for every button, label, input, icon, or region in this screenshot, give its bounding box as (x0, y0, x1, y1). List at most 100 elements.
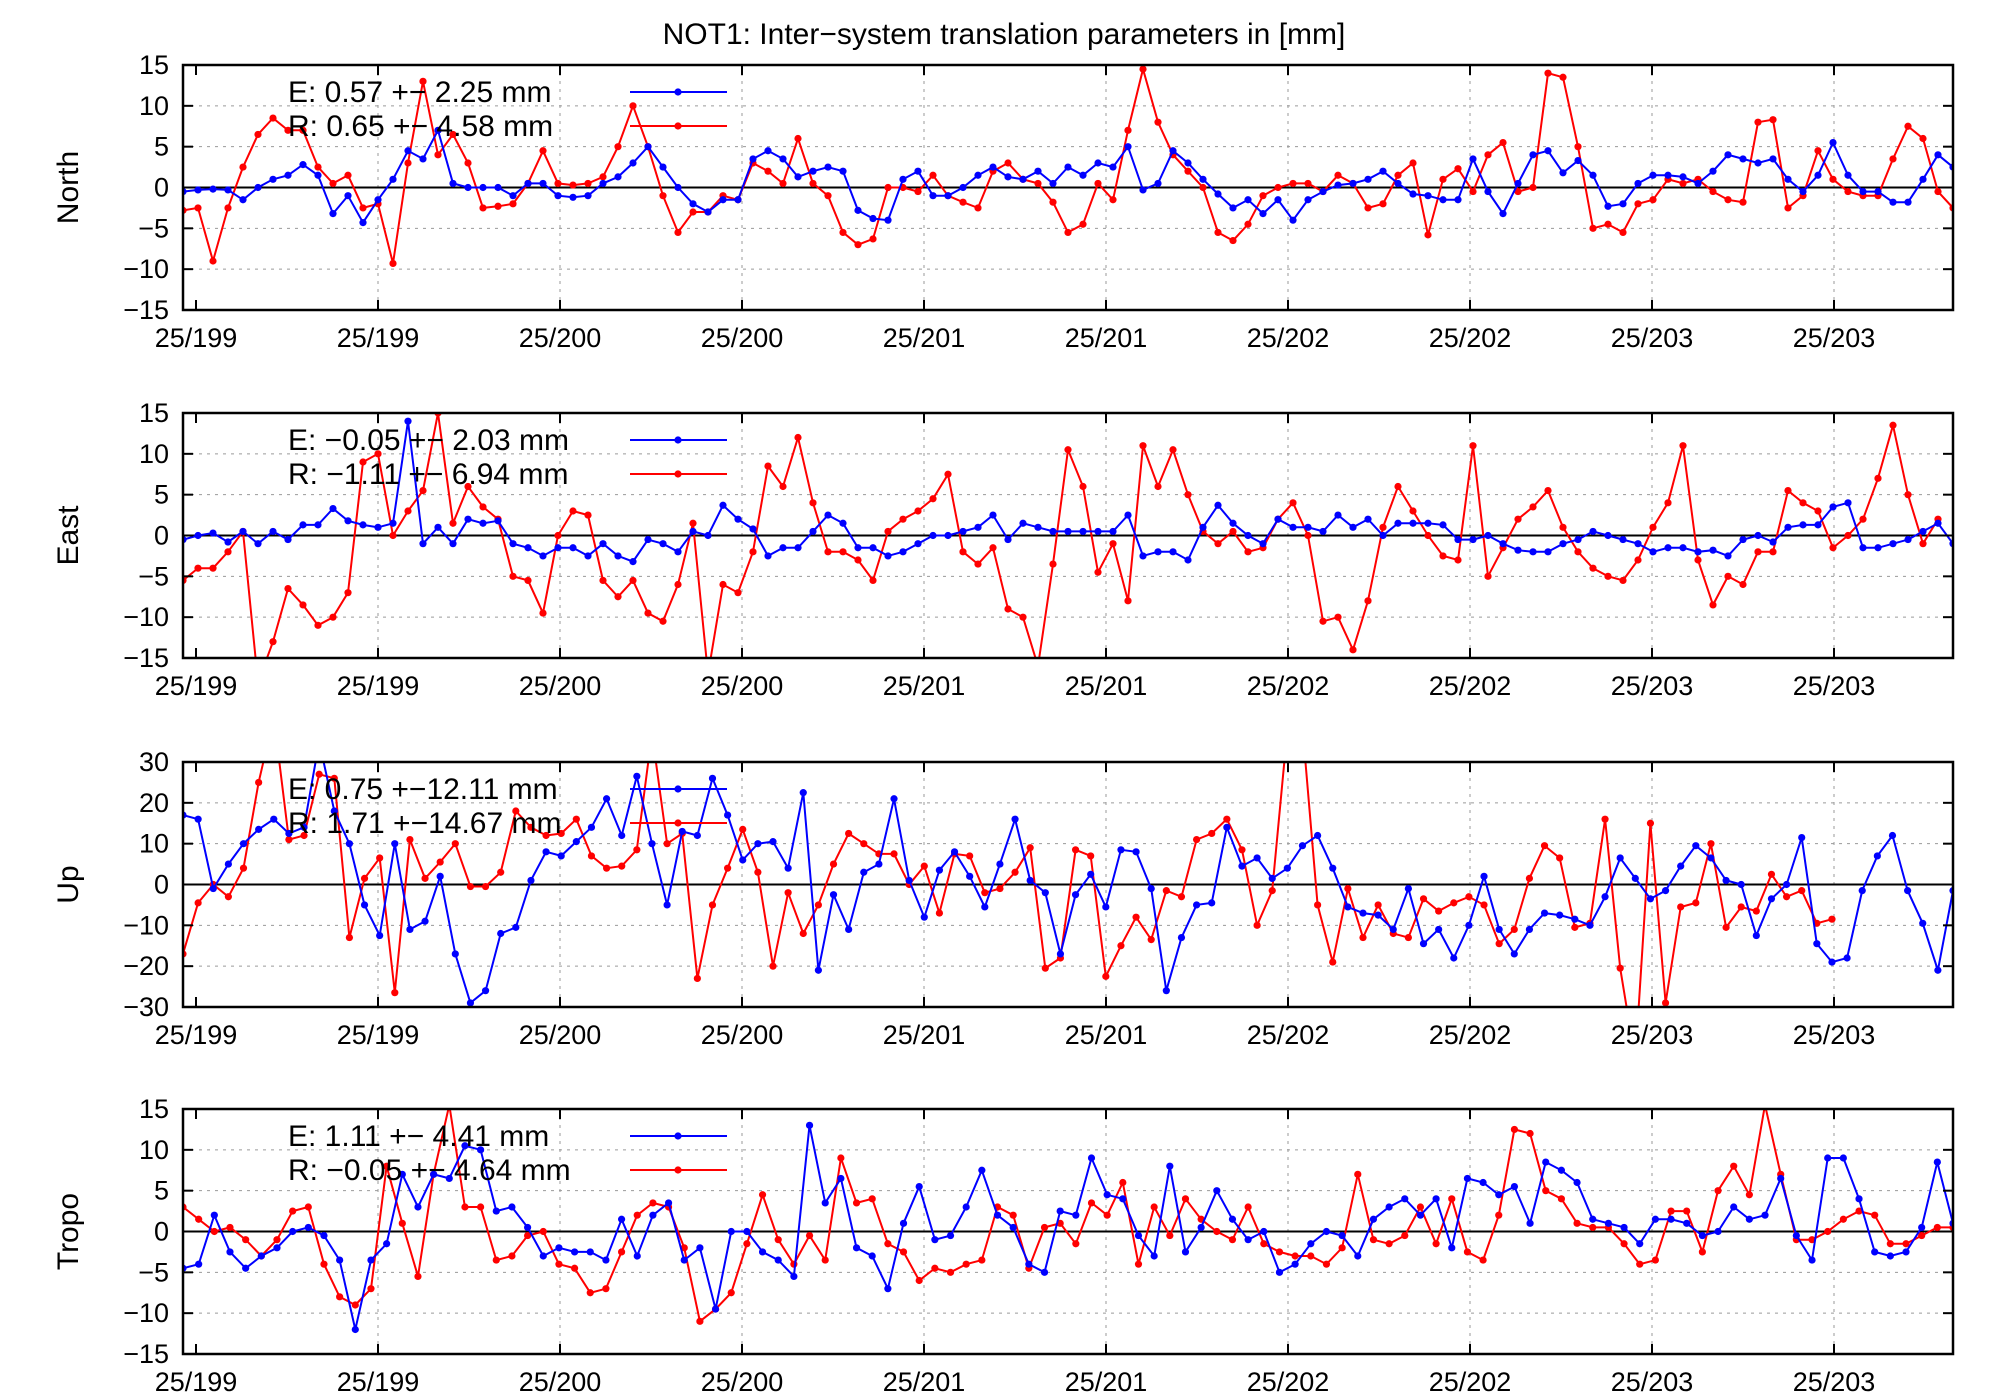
data-point-E (696, 1244, 704, 1252)
data-point-R (1855, 1207, 1863, 1215)
data-point-E (524, 1223, 532, 1232)
data-point-R (1071, 846, 1080, 854)
data-point-R (508, 1252, 516, 1260)
data-point-E (852, 1244, 861, 1252)
data-point-E (1664, 544, 1672, 552)
data-point-E (1244, 1236, 1252, 1244)
data-point-R (1784, 486, 1792, 495)
data-point-R (1379, 200, 1387, 208)
data-point-R (239, 163, 247, 171)
data-point-E (1369, 1215, 1378, 1223)
data-point-R (1604, 220, 1612, 228)
data-point-R (1664, 499, 1672, 507)
data-point-E (1124, 143, 1132, 151)
data-point-R (569, 181, 577, 189)
data-point-R (1754, 118, 1762, 126)
data-point-R (1134, 1260, 1143, 1268)
data-point-R (618, 862, 626, 870)
data-point-E (966, 872, 974, 880)
data-point-R (1289, 179, 1297, 188)
data-point-E (1620, 1223, 1628, 1232)
x-tick-label: 25/201 (1065, 671, 1148, 701)
data-point-E (1199, 523, 1207, 531)
data-point-R (1574, 548, 1582, 556)
data-point-E (1559, 169, 1567, 177)
data-point-E (649, 1211, 657, 1219)
x-tick-label: 25/201 (883, 1367, 966, 1397)
data-point-R (389, 531, 397, 540)
data-point-E (996, 860, 1004, 868)
data-point-R (1798, 887, 1806, 895)
data-point-R (1529, 183, 1537, 192)
data-point-E (1304, 196, 1312, 204)
data-point-E (464, 515, 472, 523)
data-point-R (1103, 1211, 1111, 1219)
data-point-R (194, 899, 202, 907)
data-point-E (1379, 167, 1387, 175)
data-point-E (209, 884, 217, 893)
data-point-E (1604, 202, 1612, 210)
data-point-R (315, 770, 323, 778)
data-point-E (1064, 163, 1072, 171)
data-point-E (419, 155, 427, 163)
x-tick-label: 25/200 (519, 1367, 602, 1397)
data-point-R (1828, 915, 1836, 923)
data-point-R (1094, 179, 1102, 188)
data-point-E (617, 1215, 626, 1223)
data-point-E (1268, 874, 1276, 882)
data-point-E (572, 838, 580, 846)
legend-label-R: R: 0.65 +− 4.58 mm (288, 110, 553, 143)
data-point-R (794, 134, 802, 143)
data-point-E (664, 1199, 673, 1207)
data-point-E (1283, 864, 1291, 872)
x-tick-label: 25/201 (1065, 1020, 1148, 1050)
data-point-E (1304, 523, 1312, 531)
data-point-R (1026, 844, 1034, 852)
data-point-R (1559, 73, 1567, 81)
data-point-R (1394, 171, 1402, 179)
data-point-E (1049, 527, 1057, 536)
data-point-R (1469, 442, 1477, 450)
data-point-R (1844, 187, 1852, 196)
data-point-R (479, 204, 487, 212)
data-point-R (1698, 1248, 1706, 1256)
data-point-E (1214, 190, 1222, 198)
data-point-R (727, 1289, 735, 1297)
data-point-R (1094, 568, 1102, 576)
data-point-E (1479, 1178, 1487, 1187)
x-tick-label: 25/202 (1247, 671, 1330, 701)
data-point-E (633, 1252, 641, 1260)
data-point-E (1782, 880, 1791, 889)
data-point-R (779, 179, 787, 188)
data-point-R (300, 831, 308, 840)
data-point-R (1636, 1260, 1644, 1268)
data-point-E (875, 860, 883, 868)
data-point-E (329, 504, 337, 513)
data-point-R (329, 179, 337, 188)
data-point-E (1132, 848, 1140, 856)
data-point-E (1874, 187, 1882, 196)
data-point-E (1649, 548, 1657, 556)
data-point-E (224, 538, 232, 546)
data-point-R (1918, 1231, 1926, 1240)
data-point-R (1344, 884, 1352, 893)
x-tick-label: 25/199 (155, 671, 238, 701)
data-point-E (300, 823, 308, 831)
data-point-E (1192, 901, 1201, 909)
data-point-E (1694, 179, 1702, 188)
x-tick-label: 25/202 (1429, 1020, 1512, 1050)
data-point-E (314, 171, 322, 179)
data-point-E (1019, 519, 1027, 527)
data-point-R (1450, 899, 1458, 907)
data-point-E (209, 529, 217, 537)
data-point-R (633, 1211, 641, 1219)
data-point-E (1109, 163, 1117, 171)
data-point-R (764, 167, 772, 175)
data-point-E (1679, 544, 1687, 552)
data-point-R (1154, 118, 1162, 126)
data-point-E (674, 183, 682, 192)
data-point-E (1661, 887, 1670, 895)
data-point-E (1349, 523, 1357, 531)
data-point-E (1197, 1223, 1205, 1232)
y-tick-label: 0 (154, 870, 169, 900)
